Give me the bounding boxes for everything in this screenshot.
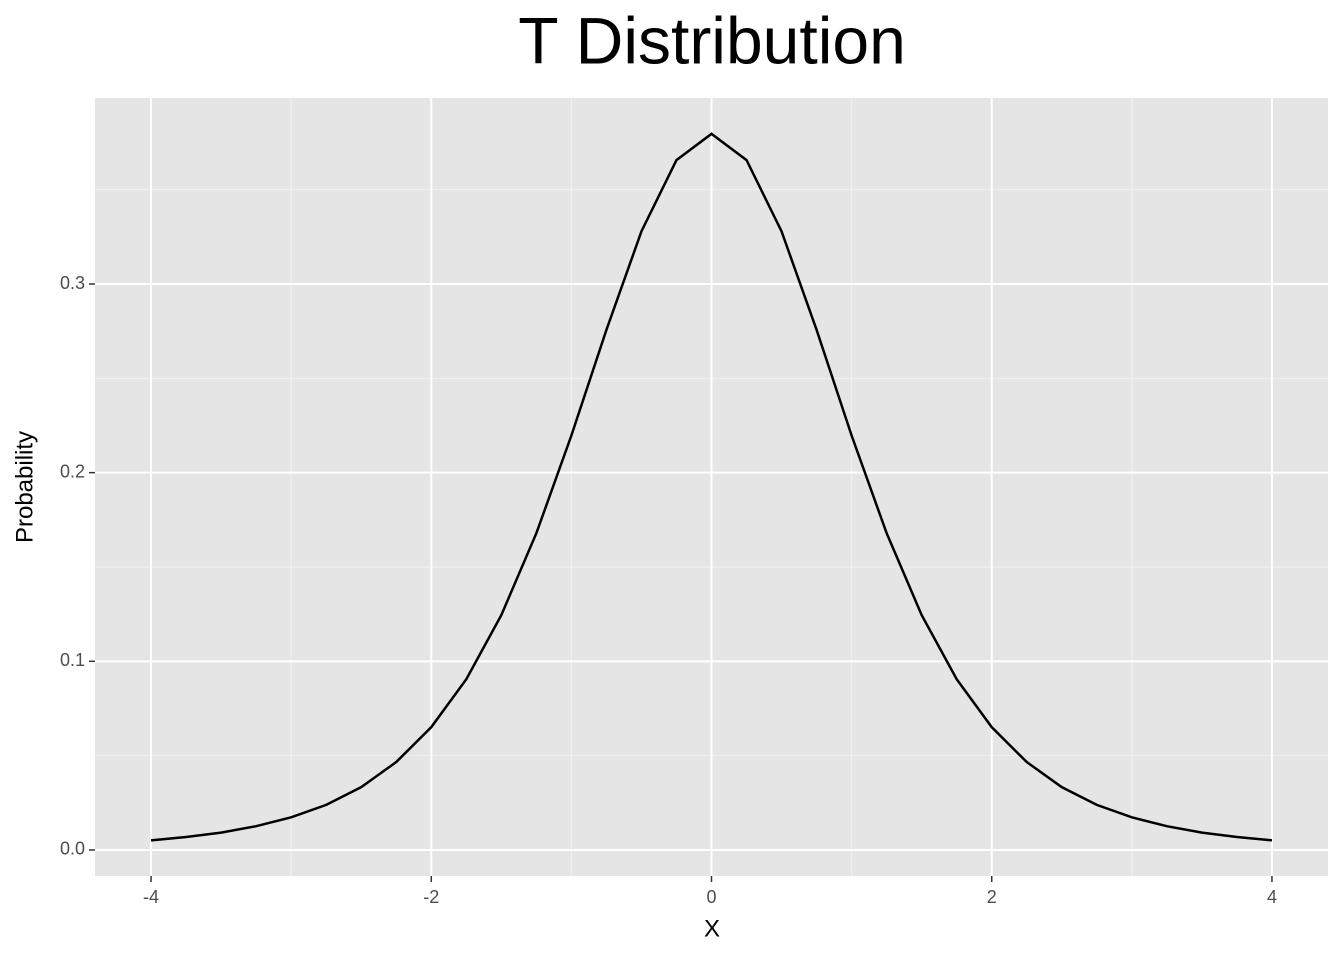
y-axis-label: Probability <box>11 431 38 543</box>
y-tick-label: 0.1 <box>60 650 85 670</box>
y-tick-label: 0.3 <box>60 273 85 293</box>
x-tick-label: -4 <box>143 887 159 907</box>
x-tick-label: -2 <box>423 887 439 907</box>
y-tick-label: 0.2 <box>60 461 85 481</box>
x-tick-label: 4 <box>1267 887 1277 907</box>
chart-title: T Distribution <box>518 3 906 77</box>
line <box>150 132 1273 842</box>
y-tick-label: 0.0 <box>60 839 85 859</box>
x-tick-label: 2 <box>987 887 997 907</box>
x-axis-label: X <box>704 915 720 942</box>
x-tick-label: 0 <box>706 887 716 907</box>
